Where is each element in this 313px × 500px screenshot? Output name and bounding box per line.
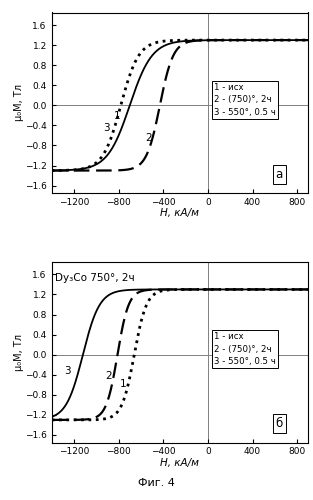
Text: 1 - исх
2 - (750)°, 2ч
3 - 550°, 0.5 ч: 1 - исх 2 - (750)°, 2ч 3 - 550°, 0.5 ч [214,332,276,366]
Text: 1: 1 [120,380,126,390]
X-axis label: H, кА/м: H, кА/м [161,208,199,218]
X-axis label: H, кА/м: H, кА/м [161,458,199,468]
Text: 2: 2 [105,371,112,381]
Text: а: а [276,168,283,181]
Y-axis label: μ₀M, Тл: μ₀M, Тл [13,334,23,370]
Text: 1: 1 [114,112,121,122]
Text: 3: 3 [64,366,70,376]
Text: б: б [276,418,283,430]
Text: 1 - исх
2 - (750)°, 2ч
3 - 550°, 0.5 ч: 1 - исх 2 - (750)°, 2ч 3 - 550°, 0.5 ч [214,83,276,117]
Text: Dy₃Co 750°, 2ч: Dy₃Co 750°, 2ч [55,274,135,283]
Y-axis label: μ₀M, Тл: μ₀M, Тл [13,84,23,122]
Text: 3: 3 [103,124,110,134]
Text: 2: 2 [146,134,152,143]
Text: Фиг. 4: Фиг. 4 [138,478,175,488]
